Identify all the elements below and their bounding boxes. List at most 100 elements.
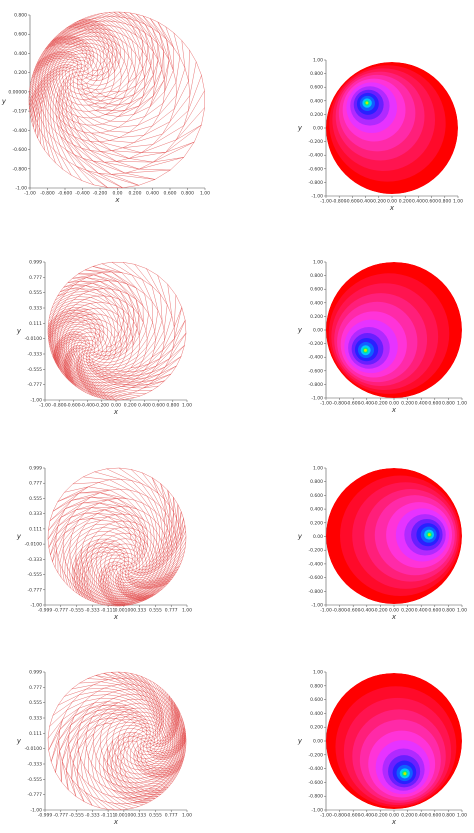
y-axis-label: y [16, 327, 22, 335]
x-tick-label: -0.600 [58, 191, 73, 197]
x-tick-label: 0.777 [165, 813, 178, 819]
x-tick-label: 0.200 [401, 608, 414, 614]
y-tick-label: 0.999 [29, 260, 42, 266]
y-tick-label: 0.200 [310, 314, 323, 320]
y-tick-label: -0.200 [308, 139, 323, 145]
x-axis-label: x [391, 406, 397, 414]
x-tick-label: 0.200 [399, 199, 412, 205]
x-axis-label: x [113, 818, 119, 826]
contour-band [363, 348, 367, 352]
y-tick-label: -0.800 [12, 166, 27, 172]
y-tick-label: -0.555 [27, 777, 42, 783]
x-tick-label: -0.800 [332, 401, 347, 407]
y-tick-label: -0.777 [27, 587, 42, 593]
x-tick-label: -0.400 [360, 401, 375, 407]
x-tick-label: 0.400 [415, 608, 428, 614]
x-tick-label: -1.00 [24, 191, 36, 197]
y-tick-label: 0.600 [14, 32, 27, 38]
x-tick-label: -0.400 [360, 608, 375, 614]
y-tick-label: 0.600 [310, 287, 323, 293]
x-tick-label: -0.999 [38, 608, 53, 614]
y-tick-label: -0.800 [308, 589, 323, 595]
x-tick-label: 1.00 [457, 813, 467, 819]
contour [326, 673, 462, 809]
y-tick-label: 0.00000 [8, 89, 27, 95]
y-axis-label: y [297, 124, 303, 132]
y-tick-label: 0.800 [310, 479, 323, 485]
x-tick-label: -1.00 [320, 401, 332, 407]
x-tick-label: -0.600 [66, 403, 81, 409]
x-tick-label: 0.555 [149, 813, 162, 819]
y-tick-label: -0.333 [27, 557, 42, 563]
y-tick-label: -0.0100 [25, 746, 43, 752]
x-tick-label: -0.200 [372, 199, 387, 205]
x-tick-label: 0.800 [442, 401, 455, 407]
x-axis-label: x [389, 204, 395, 212]
y-tick-label: 1.00 [313, 58, 323, 64]
y-tick-label: -0.400 [308, 561, 323, 567]
y-tick-label: 0.999 [29, 670, 42, 676]
panel: -0.999 -0.777 -0.555 -0.333 -0.111 0.00100 0.3… [16, 466, 192, 622]
y-tick-label: 0.999 [29, 466, 42, 472]
x-tick-label: 0.333 [133, 813, 146, 819]
x-tick-label: 0.00100 [115, 813, 134, 819]
y-tick-label: -0.400 [308, 355, 323, 361]
x-tick-label: 0.600 [428, 608, 441, 614]
y-tick-label: -0.777 [27, 382, 42, 388]
y-tick-label: -0.333 [27, 352, 42, 358]
x-tick-label: 1.00 [182, 608, 192, 614]
x-tick-label: -0.333 [85, 813, 100, 819]
y-tick-label: 0.00 [313, 534, 323, 540]
x-tick-label: 0.400 [146, 191, 159, 197]
x-tick-label: -0.111 [101, 813, 116, 819]
x-tick-label: -1.00 [320, 813, 332, 819]
y-tick-label: -0.600 [308, 368, 323, 374]
y-tick-label: 0.00 [313, 328, 323, 334]
x-tick-label: -0.800 [332, 608, 347, 614]
y-tick-label: -0.0100 [25, 542, 43, 548]
x-tick-label: -0.400 [358, 199, 373, 205]
y-tick-label: -1.00 [311, 396, 323, 402]
y-tick-label: 1.00 [313, 670, 323, 676]
contour-band [427, 533, 431, 537]
x-tick-label: -0.777 [54, 608, 69, 614]
y-tick-label: -0.600 [12, 147, 27, 153]
x-tick-label: -0.200 [373, 608, 388, 614]
contour [326, 468, 462, 604]
x-tick-label: 1.00 [457, 401, 467, 407]
x-tick-label: 0.800 [438, 199, 451, 205]
x-tick-label: -0.200 [373, 813, 388, 819]
x-tick-label: -1.00 [320, 608, 332, 614]
y-tick-label: -1.00 [311, 808, 323, 814]
x-tick-label: -0.400 [360, 813, 375, 819]
y-tick-label: -0.400 [308, 766, 323, 772]
y-tick-label: 0.777 [29, 481, 42, 487]
x-tick-label: -0.800 [332, 813, 347, 819]
x-tick-label: 1.00 [200, 191, 210, 197]
y-tick-label: -0.400 [12, 128, 27, 134]
y-tick-label: -0.777 [27, 792, 42, 798]
x-tick-label: 0.800 [442, 813, 455, 819]
x-tick-label: -0.600 [345, 199, 360, 205]
x-axis-label: x [114, 196, 120, 204]
x-tick-label: 0.800 [442, 608, 455, 614]
x-tick-label: 1.00 [453, 199, 463, 205]
y-tick-label: -0.200 [308, 341, 323, 347]
contour [326, 262, 462, 398]
y-tick-label: -0.600 [308, 575, 323, 581]
x-tick-label: -0.555 [69, 813, 84, 819]
contour-band [403, 772, 407, 776]
x-tick-label: -0.600 [346, 813, 361, 819]
y-axis-label: y [16, 737, 22, 745]
y-tick-label: -0.200 [308, 752, 323, 758]
y-tick-label: 0.777 [29, 275, 42, 281]
y-tick-label: 0.400 [310, 507, 323, 513]
x-tick-label: -0.400 [75, 191, 90, 197]
y-axis-label: y [297, 737, 303, 745]
x-tick-label: -0.200 [95, 403, 110, 409]
x-axis-label: x [391, 613, 397, 621]
